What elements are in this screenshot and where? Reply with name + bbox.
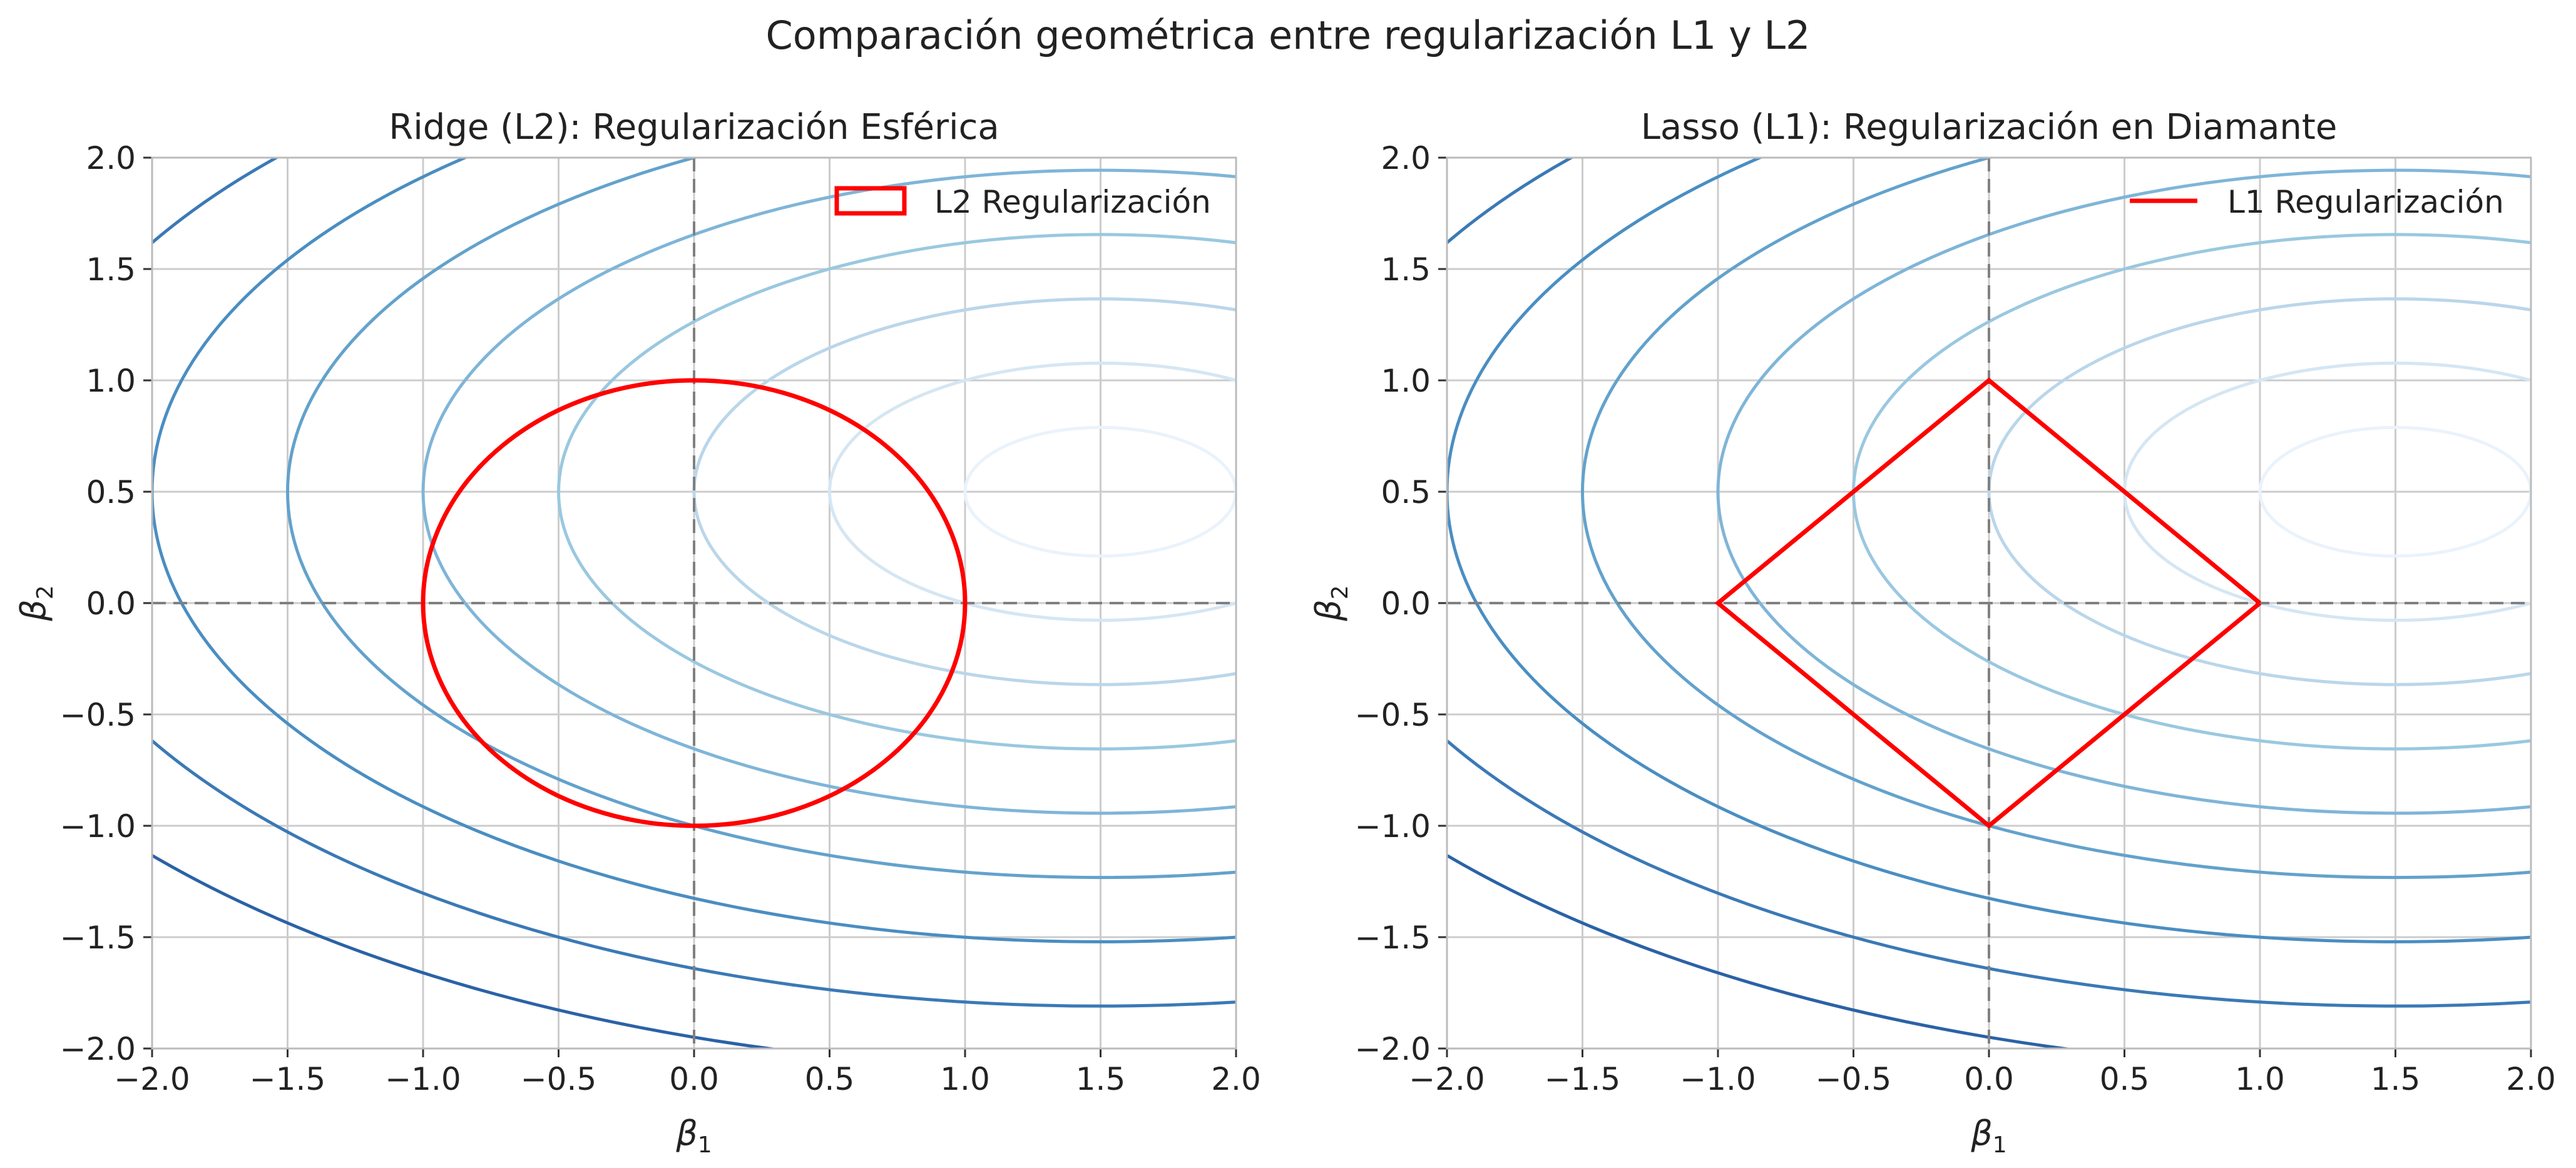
ridge-zero-lines <box>152 158 1236 1049</box>
ridge-y-tick-label: 1.0 <box>86 363 136 399</box>
lasso-y-tick-label: 0.0 <box>1381 586 1431 622</box>
ridge-y-tick-label: 0.5 <box>86 474 136 510</box>
ridge-x-tick-label: −1.0 <box>385 1061 461 1097</box>
ridge-contour-level-6 <box>286 158 1236 879</box>
lasso-x-tick-label: 0.5 <box>2100 1061 2150 1097</box>
ridge-contour-level-8 <box>152 158 1236 1008</box>
lasso-contour-level-1 <box>2258 425 2531 558</box>
lasso-y-tick-label: −1.5 <box>1355 920 1431 956</box>
lasso-y-axis-label: β2 <box>1309 585 1353 621</box>
ridge-x-tick-label: 0.5 <box>805 1061 855 1097</box>
ridge-y-ticks: −2.0 −1.5 −1.0 −0.5 0.0 0.5 1.0 1.5 2.0 <box>60 140 152 1067</box>
lasso-plot-area <box>1447 158 2531 1049</box>
ridge-axes-frame <box>151 156 1237 1050</box>
lasso-y-tick-label: 0.5 <box>1381 474 1431 510</box>
ridge-contour-level-7 <box>152 158 1236 943</box>
lasso-x-tick-label: 0.0 <box>1964 1061 2014 1097</box>
lasso-legend: L1 Regularización <box>2130 184 2504 220</box>
lasso-y-tick-label: 1.0 <box>1381 363 1431 399</box>
lasso-x-tick-label: −1.5 <box>1545 1061 1620 1097</box>
lasso-x-tick-label: −0.5 <box>1816 1061 1891 1097</box>
lasso-y-tick-label: 1.5 <box>1381 251 1431 288</box>
ridge-contour-level-1 <box>963 425 1236 558</box>
lasso-contour-level-8 <box>1447 158 2531 1008</box>
lasso-y-tick-label: −2.0 <box>1355 1031 1431 1067</box>
ridge-y-tick-label: −2.0 <box>60 1031 136 1067</box>
ridge-legend-label: L2 Regularización <box>934 184 1211 220</box>
lasso-x-tick-label: −1.0 <box>1680 1061 1756 1097</box>
lasso-axes-frame <box>1446 156 2532 1050</box>
ridge-x-tick-label: 0.0 <box>669 1061 719 1097</box>
ridge-legend: L2 Regularización <box>834 184 1211 220</box>
ridge-constraint-layer <box>421 378 968 828</box>
ridge-x-tick-label: 1.5 <box>1076 1061 1126 1097</box>
ridge-contour-level-5 <box>421 168 1236 815</box>
ridge-y-tick-label: −0.5 <box>60 697 136 733</box>
ridge-x-tick-label: −1.5 <box>250 1061 325 1097</box>
ridge-x-tick-label: 1.0 <box>940 1061 990 1097</box>
ridge-contour-level-9 <box>152 853 782 1049</box>
lasso-x-tick-label: −2.0 <box>1409 1061 1485 1097</box>
ridge-y-axis-label: β2 <box>14 585 58 621</box>
lasso-contour-level-3 <box>1987 297 2531 686</box>
lasso-panel-title: Lasso (L1): Regularización en Diamante <box>1641 107 2338 148</box>
figure-title: Comparación geométrica entre regularizac… <box>766 13 1811 58</box>
lasso-l1-panel: Lasso (L1): Regularización en Diamante −… <box>1309 107 2556 1158</box>
lasso-loss-contours <box>1447 158 2531 1049</box>
lasso-contour-level-6 <box>1581 158 2531 879</box>
ridge-panel-title: Ridge (L2): Regularización Esférica <box>389 107 999 148</box>
l2-constraint-circle <box>421 378 968 828</box>
lasso-y-ticks: −2.0 −1.5 −1.0 −0.5 0.0 0.5 1.0 1.5 2.0 <box>1355 140 1447 1067</box>
lasso-contour-level-7 <box>1447 158 2531 943</box>
ridge-contour-level-3 <box>692 297 1236 686</box>
ridge-contour-level-2 <box>828 362 1236 622</box>
lasso-legend-label: L1 Regularización <box>2227 184 2504 220</box>
ridge-plot-area <box>152 158 1236 1049</box>
ridge-y-tick-label: −1.0 <box>60 808 136 845</box>
l1-constraint-diamond <box>1714 377 2262 829</box>
ridge-x-tick-label: −0.5 <box>521 1061 596 1097</box>
ridge-x-tick-label: −2.0 <box>114 1061 190 1097</box>
lasso-zero-lines <box>1447 158 2531 1049</box>
lasso-y-tick-label: −1.0 <box>1355 808 1431 845</box>
ridge-y-tick-label: 0.0 <box>86 586 136 622</box>
lasso-x-tick-label: 1.5 <box>2371 1061 2421 1097</box>
lasso-contour-level-5 <box>1716 168 2531 815</box>
ridge-x-ticks: −2.0 −1.5 −1.0 −0.5 0.0 0.5 1.0 1.5 2.0 <box>114 1049 1261 1097</box>
lasso-y-tick-label: −0.5 <box>1355 697 1431 733</box>
lasso-x-tick-label: 2.0 <box>2506 1061 2556 1097</box>
lasso-x-ticks: −2.0 −1.5 −1.0 −0.5 0.0 0.5 1.0 1.5 2.0 <box>1409 1049 2556 1097</box>
ridge-x-axis-label: β1 <box>675 1114 712 1158</box>
ridge-y-tick-label: 1.5 <box>86 251 136 288</box>
ridge-y-tick-label: −1.5 <box>60 920 136 956</box>
ridge-legend-patch <box>834 186 907 216</box>
ridge-x-tick-label: 2.0 <box>1211 1061 1261 1097</box>
ridge-y-tick-label: 2.0 <box>86 140 136 176</box>
ridge-contour-level-4 <box>557 233 1236 751</box>
lasso-x-axis-label: β1 <box>1970 1114 2006 1158</box>
ridge-loss-contours <box>152 158 1236 1049</box>
lasso-y-tick-label: 2.0 <box>1381 140 1431 176</box>
lasso-constraint-layer <box>1714 377 2262 829</box>
ridge-l2-panel: Ridge (L2): Regularización Esférica −2.0… <box>14 107 1261 1158</box>
lasso-x-tick-label: 1.0 <box>2235 1061 2285 1097</box>
